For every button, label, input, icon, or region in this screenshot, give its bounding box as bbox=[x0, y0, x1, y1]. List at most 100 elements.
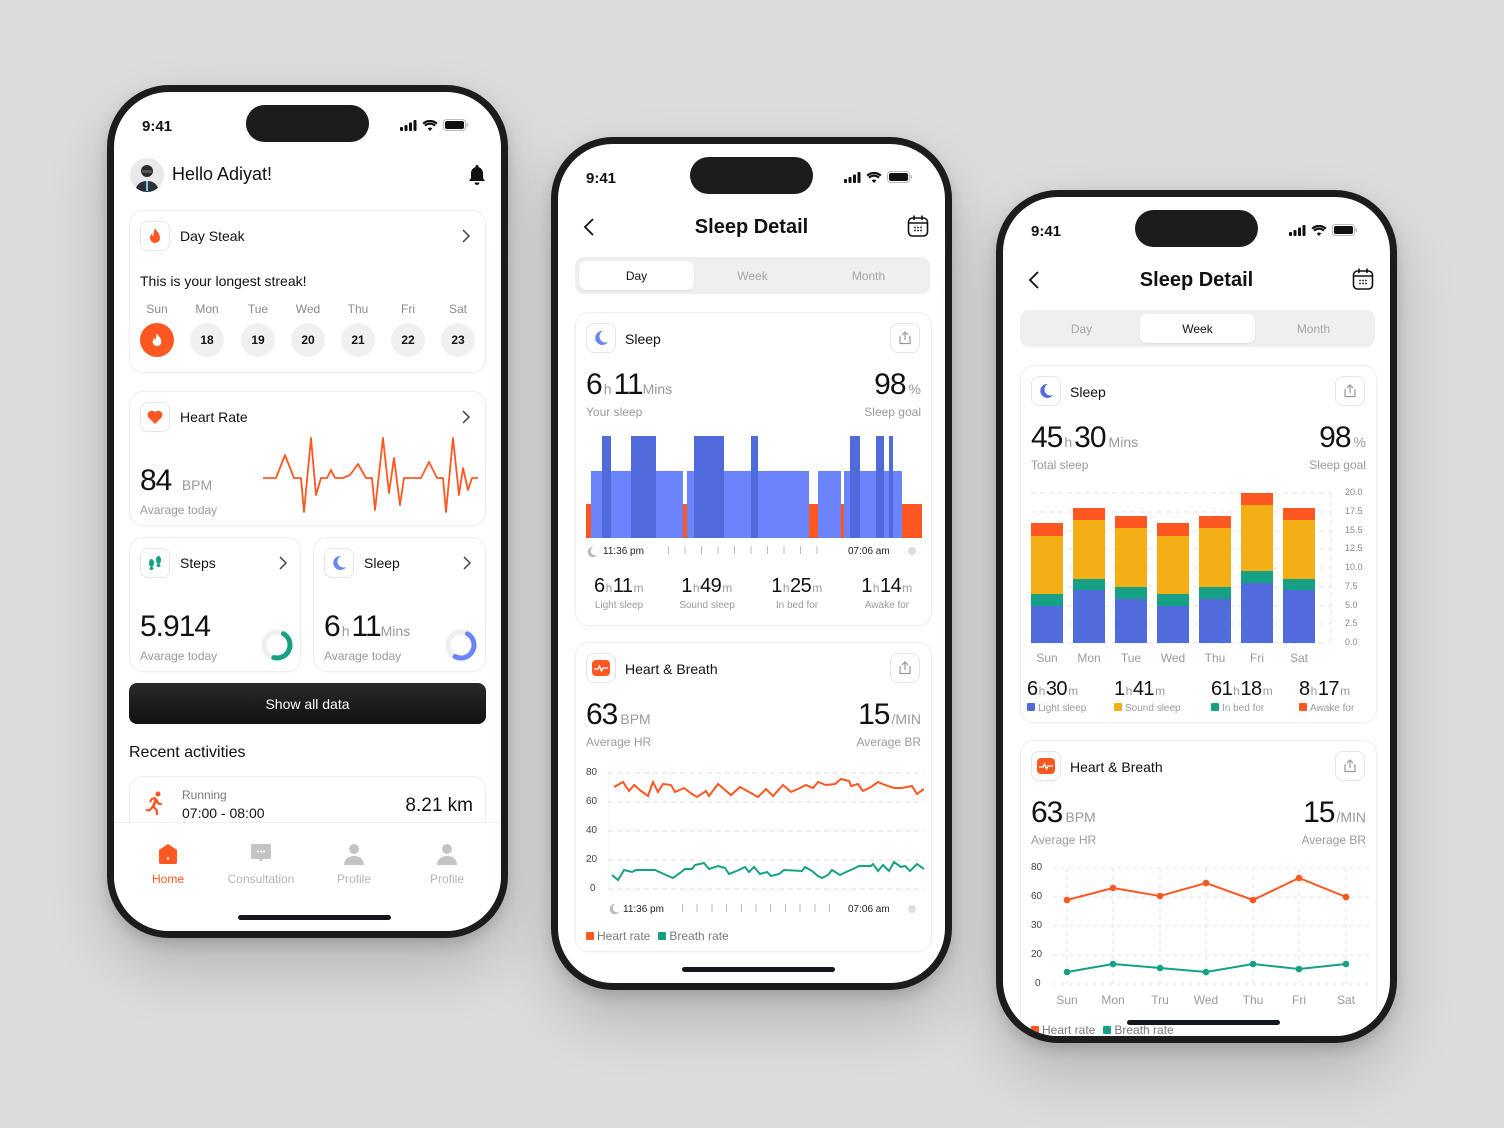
x-tick: Sat bbox=[1336, 993, 1355, 1007]
page-title: Sleep Detail bbox=[694, 216, 809, 238]
day-circle-active[interactable] bbox=[140, 323, 174, 357]
wifi-icon bbox=[422, 119, 438, 131]
heart-rate-card[interactable]: Heart Rate 84 BPM Avarage today bbox=[129, 391, 486, 526]
day-circle[interactable]: 21 bbox=[341, 323, 375, 357]
x-tick: Fri bbox=[1250, 651, 1264, 665]
stat-mins: 30 bbox=[1045, 678, 1068, 700]
legend-breath-rate: Breath rate bbox=[658, 929, 729, 943]
avatar[interactable] bbox=[130, 158, 164, 192]
sleep-start-time: 11:36 pm bbox=[603, 546, 644, 557]
steps-card[interactable]: Steps 5.914 Avarage today bbox=[129, 537, 301, 672]
sleep-day-screen: 9:41 Sleep Detail Day Week Month Sleep 6… bbox=[558, 144, 945, 983]
y-tick: 7.5 bbox=[1345, 581, 1358, 591]
legend-breath-rate: Breath rate bbox=[1103, 1023, 1174, 1036]
x-tick: Tue bbox=[1120, 651, 1142, 665]
share-icon bbox=[899, 331, 911, 345]
phone-home: 9:41 Hello Adiyat! Day Steak This is you… bbox=[107, 85, 508, 938]
stat-label-text: Light sleep bbox=[1038, 703, 1087, 714]
signal-icon bbox=[400, 119, 417, 131]
stat-hours: 6 bbox=[593, 575, 605, 597]
weekly-heart-breath-card: Heart & Breath 63 BPM Average HR 15/MIN A… bbox=[1020, 740, 1377, 1036]
calendar-icon[interactable] bbox=[1352, 267, 1374, 291]
share-button[interactable] bbox=[890, 323, 920, 353]
stat-hours: 6 bbox=[1027, 678, 1038, 700]
sleep-goal: 98% bbox=[874, 368, 921, 402]
br-caption: Average BR bbox=[856, 735, 921, 749]
chevron-right-icon[interactable] bbox=[275, 555, 291, 571]
streak-title: Day Steak bbox=[180, 228, 245, 244]
nav-home-label: Home bbox=[151, 872, 184, 886]
day-circle[interactable]: 19 bbox=[241, 323, 275, 357]
day-circle[interactable]: 22 bbox=[391, 323, 425, 357]
chevron-right-icon[interactable] bbox=[458, 409, 474, 425]
goal-unit: % bbox=[908, 381, 921, 397]
stat-mins: 25 bbox=[790, 575, 812, 597]
sleep-hours: 45 bbox=[1031, 421, 1063, 454]
stat-mins: 14 bbox=[880, 575, 902, 597]
goal-unit: % bbox=[1353, 434, 1366, 450]
stat-sound-sleep: 1h49m Sound sleep bbox=[664, 575, 750, 611]
day-streak-card[interactable]: Day Steak This is your longest streak! S… bbox=[129, 210, 486, 373]
tab-day[interactable]: Day bbox=[579, 261, 694, 290]
back-chevron-icon[interactable] bbox=[1027, 270, 1041, 290]
hours-unit: h bbox=[603, 381, 612, 397]
day-label: Tue bbox=[247, 302, 269, 316]
stat-hours: 1 bbox=[1114, 678, 1125, 700]
y-tick: 60 bbox=[1031, 891, 1043, 902]
moon-icon bbox=[595, 330, 608, 345]
sleep-value: 6 h11Mins bbox=[324, 610, 410, 644]
footprints-icon bbox=[149, 556, 161, 570]
sleep-card-title: Sleep bbox=[625, 331, 661, 347]
heart-icon-box bbox=[140, 402, 170, 432]
sleep-progress-ring bbox=[445, 629, 477, 661]
calendar-icon[interactable] bbox=[907, 214, 929, 238]
hr-unit: BPM bbox=[620, 711, 651, 727]
average-hr: 63 BPM bbox=[1031, 796, 1096, 830]
chevron-right-icon[interactable] bbox=[458, 228, 474, 244]
nav-profile-2[interactable]: Profile bbox=[407, 843, 487, 886]
bottom-nav: Home Consultation Profile Profile bbox=[114, 822, 501, 931]
sleep-detail-card: Sleep 6 h11Mins Your sleep 98% Sleep goal… bbox=[575, 312, 932, 626]
sleep-mins: 11 bbox=[351, 610, 381, 643]
stat-label: Awake for bbox=[1299, 703, 1354, 714]
wifi-icon bbox=[1311, 224, 1327, 236]
home-indicator bbox=[238, 915, 391, 920]
stat-in-bed: 1h25m In bed for bbox=[754, 575, 840, 611]
timeline-ticks bbox=[668, 546, 828, 554]
tab-day[interactable]: Day bbox=[1070, 321, 1093, 336]
sleep-card[interactable]: Sleep 6 h11Mins Avarage today bbox=[313, 537, 486, 672]
tab-week[interactable]: Week bbox=[1140, 314, 1255, 343]
hr-value: 63 bbox=[1031, 796, 1063, 829]
tab-week[interactable]: Week bbox=[737, 268, 768, 283]
sleep-card-title: Sleep bbox=[1070, 384, 1106, 400]
dynamic-island bbox=[246, 105, 369, 142]
day-circle[interactable]: 23 bbox=[441, 323, 475, 357]
sleep-goal: 98% bbox=[1319, 421, 1366, 455]
x-tick: Sun bbox=[1036, 651, 1058, 665]
phone-sleep-day: 9:41 Sleep Detail Day Week Month Sleep 6… bbox=[551, 137, 952, 990]
tab-month[interactable]: Month bbox=[851, 268, 886, 283]
chevron-right-icon[interactable] bbox=[459, 555, 475, 571]
stat-hours: 8 bbox=[1299, 678, 1310, 700]
sleep-hours: 6 bbox=[324, 610, 341, 643]
back-chevron-icon[interactable] bbox=[582, 217, 596, 237]
sleep-caption: Your sleep bbox=[586, 405, 643, 419]
sleep-caption: Avarage today bbox=[324, 649, 402, 663]
nav-consultation-label: Consultation bbox=[227, 872, 295, 886]
stat-awake: 1h14m Awake for bbox=[844, 575, 930, 611]
nav-home[interactable]: Home bbox=[128, 843, 208, 886]
day-circle[interactable]: 18 bbox=[190, 323, 224, 357]
person-icon bbox=[344, 844, 364, 865]
sun-icon bbox=[908, 547, 916, 555]
share-button[interactable] bbox=[890, 653, 920, 683]
notification-bell-icon[interactable] bbox=[468, 164, 486, 186]
sleep-duration: 6 h11Mins bbox=[586, 368, 672, 402]
show-all-data-button[interactable]: Show all data bbox=[129, 683, 486, 724]
nav-profile[interactable]: Profile bbox=[314, 843, 394, 886]
goal-value: 98 bbox=[874, 368, 906, 401]
tab-month[interactable]: Month bbox=[1296, 321, 1331, 336]
day-circle[interactable]: 20 bbox=[291, 323, 325, 357]
share-button[interactable] bbox=[1335, 751, 1365, 781]
share-button[interactable] bbox=[1335, 376, 1365, 406]
nav-consultation[interactable]: Consultation bbox=[221, 843, 301, 886]
